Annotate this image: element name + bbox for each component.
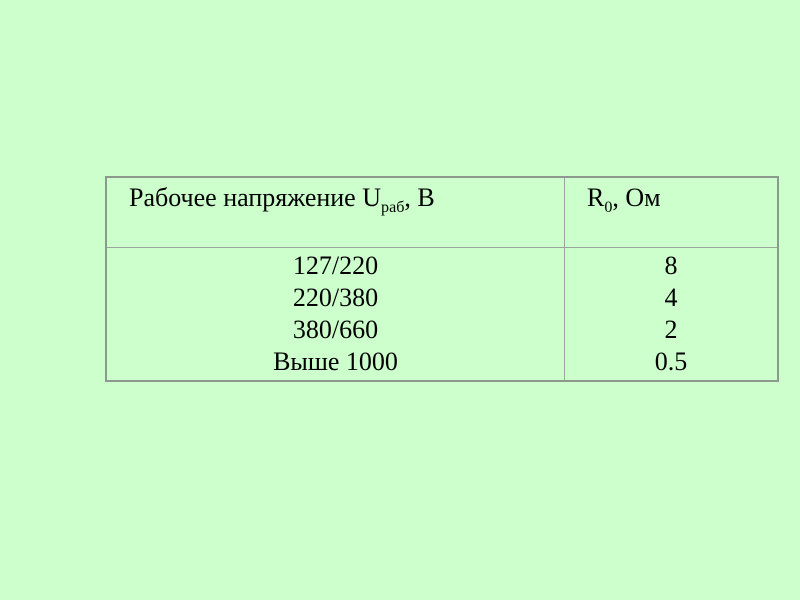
resistance-values-cell: 8 4 2 0.5 xyxy=(564,247,779,382)
header-voltage-text: Рабочее напряжение U xyxy=(129,183,382,212)
resistance-value: 4 xyxy=(664,283,678,312)
voltage-values-cell: 127/220 220/380 380/660 Выше 1000 xyxy=(105,247,565,382)
voltage-value: 380/660 xyxy=(292,315,379,344)
header-resistance-text: R xyxy=(587,183,605,212)
table-header: Рабочее напряжение Uраб, В R0, Ом xyxy=(105,176,779,248)
voltage-value: 127/220 xyxy=(292,251,379,280)
header-resistance-subscript: 0 xyxy=(604,199,613,217)
voltage-value: 220/380 xyxy=(292,283,379,312)
header-row: Рабочее напряжение Uраб, В R0, Ом xyxy=(105,176,779,248)
header-voltage-subscript: раб xyxy=(381,199,405,217)
table-row: 127/220 220/380 380/660 Выше 1000 8 4 2 … xyxy=(105,247,779,382)
resistance-value: 8 xyxy=(664,251,678,280)
header-resistance-unit: , Ом xyxy=(612,183,661,212)
voltage-value: Выше 1000 xyxy=(273,347,398,376)
header-working-voltage: Рабочее напряжение Uраб, В xyxy=(105,176,565,248)
header-voltage-unit: , В xyxy=(404,183,435,212)
voltage-resistance-table: Рабочее напряжение Uраб, В R0, Ом 127/22… xyxy=(105,176,779,382)
table-body: 127/220 220/380 380/660 Выше 1000 8 4 2 … xyxy=(105,247,779,382)
resistance-value: 0.5 xyxy=(654,347,688,376)
resistance-value: 2 xyxy=(664,315,678,344)
header-resistance: R0, Ом xyxy=(564,176,779,248)
